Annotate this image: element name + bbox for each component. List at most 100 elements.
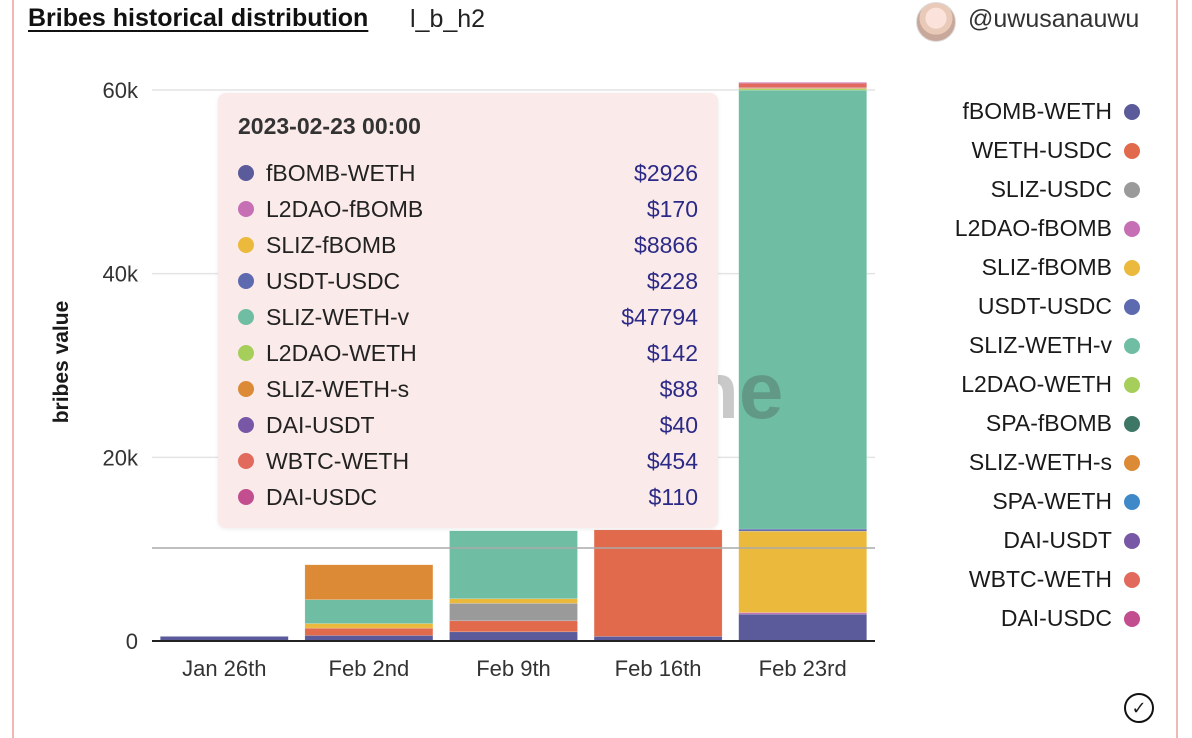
legend-label: DAI-USDC bbox=[1001, 605, 1112, 632]
legend-swatch bbox=[1124, 260, 1140, 276]
legend-item[interactable]: DAI-USDT bbox=[900, 521, 1140, 560]
legend-item[interactable]: SLIZ-WETH-s bbox=[900, 443, 1140, 482]
bar-segment bbox=[739, 83, 867, 87]
tooltip-swatch bbox=[238, 273, 254, 289]
tooltip-swatch bbox=[238, 345, 254, 361]
legend-label: DAI-USDT bbox=[1003, 527, 1112, 554]
tooltip-row: DAI-USDC$110 bbox=[238, 479, 698, 515]
legend-label: SLIZ-fBOMB bbox=[982, 254, 1112, 281]
legend-item[interactable]: L2DAO-WETH bbox=[900, 365, 1140, 404]
tooltip-swatch bbox=[238, 165, 254, 181]
tooltip-series-value: $88 bbox=[660, 376, 698, 403]
legend-label: SLIZ-WETH-s bbox=[969, 449, 1112, 476]
y-tick-label: 60k bbox=[103, 78, 139, 103]
tooltip-series-name: fBOMB-WETH bbox=[266, 160, 634, 187]
tooltip-row: L2DAO-fBOMB$170 bbox=[238, 191, 698, 227]
bar-segment bbox=[739, 82, 867, 83]
legend-label: SLIZ-WETH-v bbox=[969, 332, 1112, 359]
tooltip-series-name: SLIZ-WETH-v bbox=[266, 304, 621, 331]
tooltip-series-name: DAI-USDC bbox=[266, 484, 649, 511]
legend-swatch bbox=[1124, 533, 1140, 549]
legend-swatch bbox=[1124, 221, 1140, 237]
legend-swatch bbox=[1124, 455, 1140, 471]
legend-label: SPA-fBOMB bbox=[986, 410, 1112, 437]
tooltip-series-value: $47794 bbox=[621, 304, 698, 331]
chart-legend: fBOMB-WETH WETH-USDC SLIZ-USDC L2DAO-fBOMB S… bbox=[900, 92, 1140, 638]
x-tick-label: Feb 16th bbox=[615, 656, 702, 681]
tooltip-row: SLIZ-WETH-v$47794 bbox=[238, 299, 698, 335]
y-tick-label: 0 bbox=[126, 629, 138, 654]
legend-item[interactable]: L2DAO-fBOMB bbox=[900, 209, 1140, 248]
tooltip-series-value: $228 bbox=[647, 268, 698, 295]
legend-swatch bbox=[1124, 572, 1140, 588]
y-tick-label: 40k bbox=[103, 262, 139, 287]
legend-item[interactable]: WETH-USDC bbox=[900, 131, 1140, 170]
tooltip-swatch bbox=[238, 381, 254, 397]
legend-item[interactable]: SPA-WETH bbox=[900, 482, 1140, 521]
tooltip-row: L2DAO-WETH$142 bbox=[238, 335, 698, 371]
tooltip-series-name: SLIZ-WETH-s bbox=[266, 376, 660, 403]
tooltip-series-value: $110 bbox=[649, 484, 698, 511]
bar-segment bbox=[739, 614, 867, 641]
x-tick-label: Feb 23rd bbox=[759, 656, 847, 681]
bar-segment bbox=[305, 624, 433, 629]
tooltip-series-name: DAI-USDT bbox=[266, 412, 660, 439]
bar-segment bbox=[450, 632, 578, 641]
tooltip-row: fBOMB-WETH$2926 bbox=[238, 155, 698, 191]
legend-item[interactable]: fBOMB-WETH bbox=[900, 92, 1140, 131]
legend-label: SLIZ-USDC bbox=[991, 176, 1112, 203]
tooltip-title: 2023-02-23 00:00 bbox=[238, 113, 421, 140]
legend-swatch bbox=[1124, 182, 1140, 198]
checkmark-circle-icon[interactable]: ✓ bbox=[1124, 693, 1154, 723]
tooltip-swatch bbox=[238, 237, 254, 253]
tooltip-row: USDT-USDC$228 bbox=[238, 263, 698, 299]
bar-segment bbox=[450, 621, 578, 632]
tooltip-row: DAI-USDT$40 bbox=[238, 407, 698, 443]
legend-item[interactable]: WBTC-WETH bbox=[900, 560, 1140, 599]
tooltip-series-value: $454 bbox=[647, 448, 698, 475]
bar-segment bbox=[305, 600, 433, 624]
tooltip-swatch bbox=[238, 201, 254, 217]
tooltip-series-value: $170 bbox=[647, 196, 698, 223]
tooltip-swatch bbox=[238, 309, 254, 325]
legend-swatch bbox=[1124, 338, 1140, 354]
tooltip-row: SLIZ-WETH-s$88 bbox=[238, 371, 698, 407]
legend-swatch bbox=[1124, 104, 1140, 120]
bar-segment bbox=[450, 599, 578, 604]
legend-label: WETH-USDC bbox=[971, 137, 1112, 164]
legend-swatch bbox=[1124, 494, 1140, 510]
tooltip-series-value: $142 bbox=[647, 340, 698, 367]
legend-item[interactable]: USDT-USDC bbox=[900, 287, 1140, 326]
tooltip-row: WBTC-WETH$454 bbox=[238, 443, 698, 479]
legend-swatch bbox=[1124, 299, 1140, 315]
tooltip-series-name: USDT-USDC bbox=[266, 268, 647, 295]
tooltip-swatch bbox=[238, 453, 254, 469]
legend-item[interactable]: SLIZ-fBOMB bbox=[900, 248, 1140, 287]
tooltip-series-value: $40 bbox=[660, 412, 698, 439]
legend-item[interactable]: SPA-fBOMB bbox=[900, 404, 1140, 443]
tooltip-series-name: L2DAO-fBOMB bbox=[266, 196, 647, 223]
legend-swatch bbox=[1124, 416, 1140, 432]
x-tick-label: Feb 2nd bbox=[329, 656, 410, 681]
bar-segment bbox=[450, 603, 578, 620]
legend-item[interactable]: SLIZ-USDC bbox=[900, 170, 1140, 209]
x-tick-label: Feb 9th bbox=[476, 656, 551, 681]
legend-item[interactable]: SLIZ-WETH-v bbox=[900, 326, 1140, 365]
bar-segment bbox=[739, 531, 867, 612]
legend-swatch bbox=[1124, 611, 1140, 627]
tooltip-series-name: SLIZ-fBOMB bbox=[266, 232, 634, 259]
legend-swatch bbox=[1124, 377, 1140, 393]
bar-segment bbox=[594, 530, 722, 637]
legend-label: USDT-USDC bbox=[978, 293, 1112, 320]
y-tick-label: 20k bbox=[103, 445, 139, 470]
tooltip-row: SLIZ-fBOMB$8866 bbox=[238, 227, 698, 263]
tooltip-series-name: L2DAO-WETH bbox=[266, 340, 647, 367]
tooltip-swatch bbox=[238, 417, 254, 433]
tooltip-series-value: $2926 bbox=[634, 160, 698, 187]
legend-label: SPA-WETH bbox=[992, 488, 1112, 515]
legend-label: L2DAO-WETH bbox=[961, 371, 1112, 398]
tooltip-series-name: WBTC-WETH bbox=[266, 448, 647, 475]
legend-item[interactable]: DAI-USDC bbox=[900, 599, 1140, 638]
